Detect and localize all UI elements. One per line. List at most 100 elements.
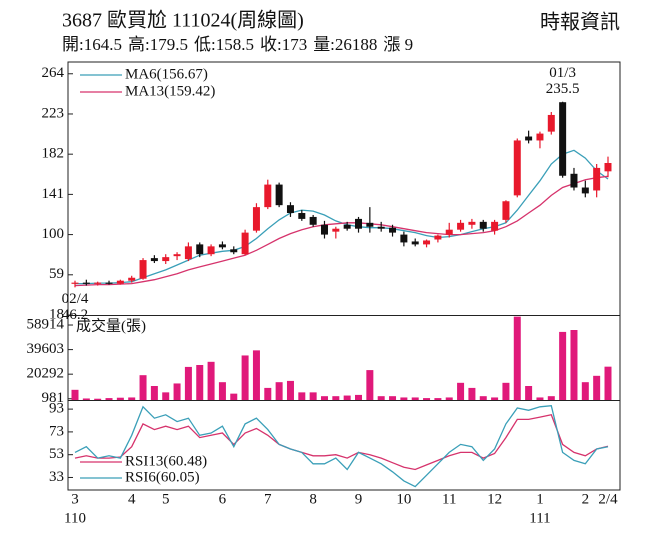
- y-tick-label: 20292: [27, 366, 65, 382]
- candle-body: [82, 282, 90, 284]
- volume-bar: [128, 397, 136, 400]
- y-tick-label: 59: [49, 266, 64, 282]
- candle-body: [366, 222, 374, 227]
- volume-bar: [593, 375, 601, 400]
- x-tick-label: 6: [219, 491, 227, 507]
- volume-bar: [196, 365, 204, 400]
- volume-bar: [411, 397, 419, 400]
- candle-body: [196, 244, 204, 255]
- volume-bar: [400, 397, 408, 400]
- volume-bar: [604, 366, 612, 400]
- volume-bar: [355, 394, 363, 400]
- volume-bar: [377, 396, 385, 400]
- volume-bar: [468, 387, 476, 400]
- candle-body: [479, 221, 487, 229]
- volume-bar: [581, 382, 589, 400]
- volume-bar: [252, 350, 260, 400]
- x-tick-label: 8: [309, 491, 317, 507]
- volume-bar: [264, 387, 272, 400]
- x-tick-label: 2: [582, 491, 590, 507]
- volume-bar: [275, 382, 283, 400]
- x-year-label: 110: [64, 510, 86, 526]
- frame: [67, 61, 621, 491]
- summary-value: 9: [405, 35, 414, 54]
- y-tick-label: 182: [42, 146, 65, 162]
- volume-bar: [366, 370, 374, 400]
- candle-body: [184, 246, 192, 260]
- volume-bar: [218, 382, 226, 400]
- y-tick-label: 18: [49, 306, 64, 322]
- volume-bar: [513, 316, 521, 400]
- volume-bar: [116, 397, 124, 400]
- volume-bar: [389, 396, 397, 400]
- volume-bar: [82, 398, 90, 400]
- x-tick-label: 2/4: [598, 491, 618, 507]
- volume-bar: [559, 331, 567, 400]
- summary-label: 收:: [260, 35, 282, 54]
- summary-value: 179.5: [150, 35, 188, 54]
- candle-body: [559, 102, 567, 176]
- candle-body: [286, 205, 294, 214]
- y-tick-label: 141: [42, 186, 65, 202]
- candle-body: [230, 249, 238, 253]
- volume-bar: [525, 386, 533, 400]
- volume-bar: [105, 398, 113, 400]
- summary-label: 低:: [194, 35, 216, 54]
- summary-label: 量:: [313, 35, 335, 54]
- x-tick-label: 1: [536, 491, 544, 507]
- candle-body: [423, 240, 431, 245]
- candle-body: [536, 133, 544, 141]
- y-tick-label: 58914: [27, 316, 65, 332]
- candle-body: [491, 221, 499, 231]
- y-tick-label: 33: [49, 469, 64, 485]
- candle-body: [332, 228, 340, 232]
- volume-bar: [150, 386, 158, 400]
- volume-bar: [286, 380, 294, 400]
- volume-bar: [343, 395, 351, 400]
- candle-body: [581, 187, 589, 194]
- candle-body: [604, 163, 612, 172]
- candle-body: [513, 140, 521, 196]
- candle-body: [547, 114, 555, 132]
- y-tick-label: 73: [49, 423, 64, 439]
- volume-bar: [320, 396, 328, 400]
- y-tick-label: 93: [49, 401, 64, 417]
- candle-body: [252, 207, 260, 231]
- panel-title: 成交量(張): [76, 316, 146, 334]
- volume-bar: [298, 392, 306, 400]
- candle-body: [105, 282, 113, 284]
- candle-body: [457, 222, 465, 230]
- annotation-value: 235.5: [546, 81, 580, 97]
- candle-body: [445, 229, 453, 235]
- candle-body: [128, 277, 136, 281]
- x-tick-label: 11: [442, 491, 456, 507]
- y-tick-label: 100: [42, 226, 65, 242]
- candle-body: [377, 226, 385, 229]
- candle-body: [275, 184, 283, 206]
- x-tick-label: 3: [71, 491, 79, 507]
- summary-label: 漲: [383, 35, 404, 54]
- summary: 開:164.5 高:179.5 低:158.5 收:173 量:26188 漲 9: [62, 35, 413, 54]
- x-tick-label: 4: [128, 491, 136, 507]
- y-tick-label: 53: [49, 446, 64, 462]
- volume-bar: [230, 393, 238, 400]
- legend-label: MA13(159.42): [125, 83, 215, 99]
- legend-label: MA6(156.67): [125, 66, 208, 82]
- y-tick-label: 264: [42, 65, 65, 81]
- candle-body: [207, 246, 215, 255]
- candle-body: [434, 235, 442, 240]
- x-tick-label: 12: [487, 491, 502, 507]
- candle-body: [71, 282, 79, 284]
- volume-bar: [434, 398, 442, 400]
- source: 時報資訊: [540, 11, 620, 34]
- x-year-label: 111: [529, 510, 550, 526]
- volume-bar: [423, 398, 431, 400]
- volume-bar: [173, 383, 181, 400]
- volume-bar: [445, 397, 453, 400]
- candle-body: [320, 224, 328, 235]
- series-line: [74, 414, 609, 471]
- candle-body: [525, 136, 533, 141]
- summary-value: 173: [282, 35, 308, 54]
- volume-bar: [309, 392, 317, 400]
